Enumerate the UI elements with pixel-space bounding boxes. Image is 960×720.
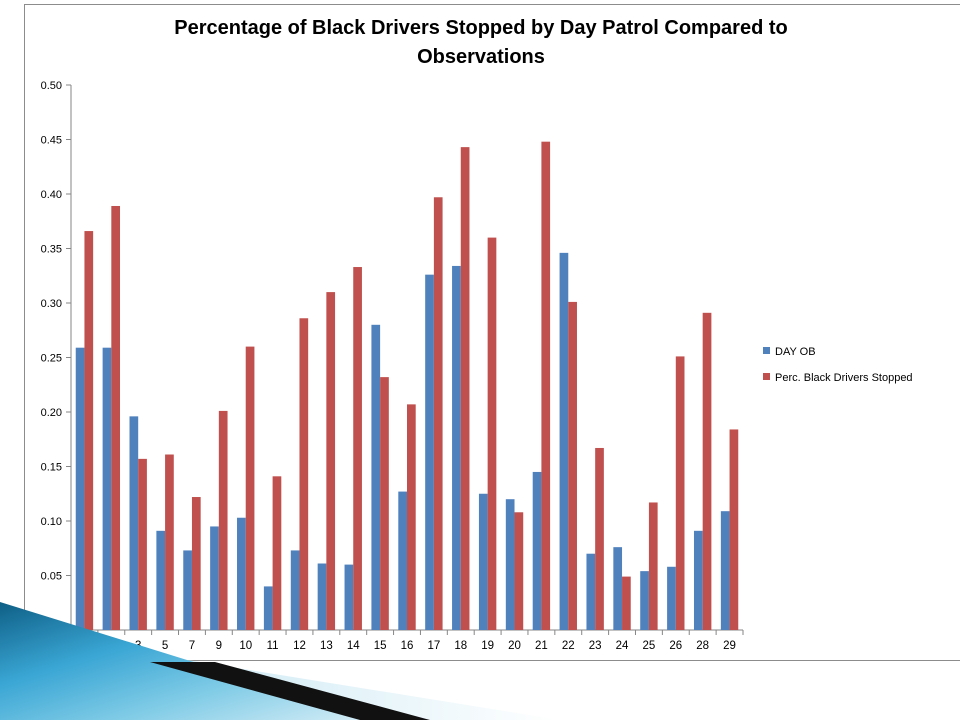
bar-day-ob-2 (102, 347, 112, 630)
bar-chart: Percentage of Black Drivers Stopped by D… (41, 17, 913, 652)
bar-perc-black-stopped-5 (165, 454, 174, 630)
x-tick-label: 26 (669, 640, 682, 652)
bar-perc-black-stopped-23 (595, 447, 604, 630)
x-tick-label: 23 (589, 640, 602, 652)
x-tick-label: 29 (723, 640, 736, 652)
bar-perc-black-stopped-14 (353, 267, 362, 630)
x-tick-label: 11 (267, 640, 279, 652)
bar-perc-black-stopped-24 (622, 576, 631, 630)
x-tick-label: 10 (239, 640, 252, 652)
legend-label-perc-black-stopped: Perc. Black Drivers Stopped (775, 372, 913, 384)
bar-day-ob-3 (129, 416, 139, 630)
bar-perc-black-stopped-12 (299, 318, 309, 630)
x-tick-label: 19 (481, 640, 494, 652)
bar-day-ob-12 (290, 550, 300, 630)
bar-day-ob-22 (559, 252, 569, 631)
bar-perc-black-stopped-7 (191, 497, 201, 630)
x-tick-label: 15 (374, 640, 387, 652)
x-tick-label: 16 (401, 640, 414, 652)
x-tick-label: 12 (293, 640, 306, 652)
bar-perc-black-stopped-18 (460, 147, 470, 630)
y-tick-label: 0.30 (41, 298, 62, 310)
bar-day-ob-17 (425, 274, 434, 630)
decor-dark-stripe (150, 662, 430, 720)
bar-perc-black-stopped-2 (111, 205, 121, 631)
x-tick-label: 14 (347, 640, 360, 652)
x-tick-label: 20 (508, 640, 521, 652)
chart-frame: Percentage of Black Drivers Stopped by D… (24, 4, 960, 661)
bar-perc-black-stopped-26 (675, 356, 685, 630)
bar-day-ob-5 (156, 530, 166, 630)
bar-day-ob-26 (667, 566, 676, 630)
bar-day-ob-14 (344, 564, 354, 630)
x-tick-label: 28 (696, 640, 709, 652)
x-tick-label: 13 (320, 640, 333, 652)
bar-perc-black-stopped-17 (433, 197, 443, 630)
x-tick-label: 24 (616, 640, 629, 652)
bar-perc-black-stopped-19 (487, 237, 497, 630)
bar-day-ob-25 (640, 571, 649, 630)
bar-perc-black-stopped-16 (407, 404, 416, 630)
x-tick-label: 9 (216, 640, 222, 652)
x-tick-label: 5 (162, 640, 168, 652)
bar-day-ob-29 (720, 511, 730, 630)
bar-perc-black-stopped-9 (218, 410, 228, 630)
bar-day-ob-20 (505, 499, 515, 630)
bar-day-ob-19 (478, 493, 488, 630)
y-tick-label: 0.35 (41, 244, 62, 256)
bar-perc-black-stopped-25 (648, 502, 658, 630)
bar-perc-black-stopped-10 (245, 346, 255, 630)
chart-title-line-2: Observations (417, 46, 545, 68)
bar-day-ob-23 (586, 553, 596, 630)
bar-perc-black-stopped-15 (380, 377, 389, 630)
bar-day-ob-18 (452, 265, 461, 630)
legend-swatch-day-ob (763, 347, 770, 354)
bar-day-ob-24 (613, 547, 623, 630)
bar-day-ob-13 (317, 563, 327, 630)
bar-perc-black-stopped-21 (541, 141, 551, 630)
y-tick-label: 0.50 (41, 80, 62, 92)
bar-perc-black-stopped-20 (514, 512, 524, 630)
bar-day-ob-11 (263, 586, 273, 630)
y-tick-label: 0.25 (41, 353, 62, 365)
plot-area: 0.000.050.100.150.200.250.300.350.400.45… (41, 80, 744, 652)
bar-day-ob-16 (398, 491, 407, 630)
legend-swatch-perc-black-stopped (763, 373, 770, 380)
bar-perc-black-stopped-1 (84, 231, 94, 630)
y-tick-label: 0.20 (41, 407, 62, 419)
y-tick-label: 0.40 (41, 189, 62, 201)
bar-perc-black-stopped-3 (138, 458, 147, 630)
legend: DAY OB Perc. Black Drivers Stopped (763, 346, 913, 384)
x-tick-label: 17 (427, 640, 440, 652)
x-tick-label: 22 (562, 640, 575, 652)
bar-day-ob-21 (532, 471, 542, 630)
x-tick-label: 21 (535, 640, 548, 652)
chart-title-line-1: Percentage of Black Drivers Stopped by D… (174, 17, 788, 39)
slide-decoration (0, 602, 560, 720)
bar-perc-black-stopped-29 (729, 429, 739, 630)
y-tick-label: 0.05 (41, 571, 62, 583)
bar-day-ob-9 (210, 526, 219, 630)
bar-perc-black-stopped-22 (568, 301, 577, 630)
bar-day-ob-15 (371, 324, 381, 630)
bar-day-ob-28 (693, 530, 703, 630)
y-tick-label: 0.15 (41, 462, 62, 474)
bar-perc-black-stopped-11 (272, 476, 282, 630)
bar-day-ob-1 (75, 347, 85, 630)
x-tick-label: 25 (643, 640, 656, 652)
x-tick-label: 18 (454, 640, 467, 652)
bar-day-ob-7 (183, 550, 192, 630)
bar-day-ob-10 (237, 517, 246, 630)
legend-label-day-ob: DAY OB (775, 346, 816, 358)
bar-perc-black-stopped-13 (326, 292, 336, 630)
bar-perc-black-stopped-28 (702, 312, 712, 630)
x-tick-label: 7 (189, 640, 195, 652)
y-tick-label: 0.45 (41, 135, 62, 147)
y-tick-label: 0.10 (41, 516, 62, 528)
